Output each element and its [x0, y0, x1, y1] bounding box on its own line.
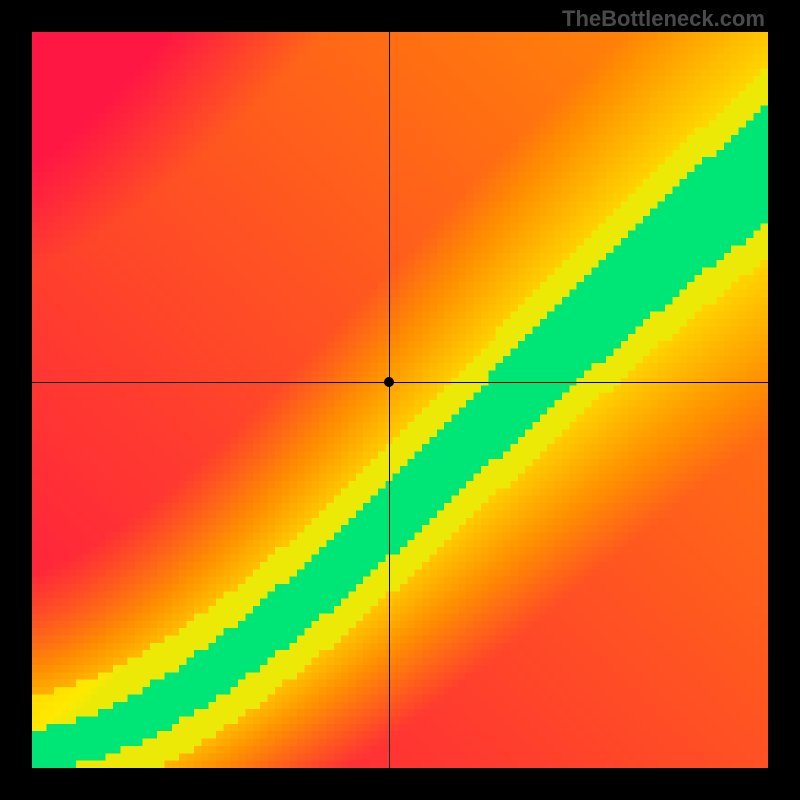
heatmap-plot: [32, 32, 768, 768]
crosshair-vertical: [389, 32, 390, 768]
heatmap-canvas: [32, 32, 768, 768]
crosshair-horizontal: [32, 382, 768, 383]
data-point-marker: [384, 377, 394, 387]
watermark-text: TheBottleneck.com: [562, 6, 765, 32]
